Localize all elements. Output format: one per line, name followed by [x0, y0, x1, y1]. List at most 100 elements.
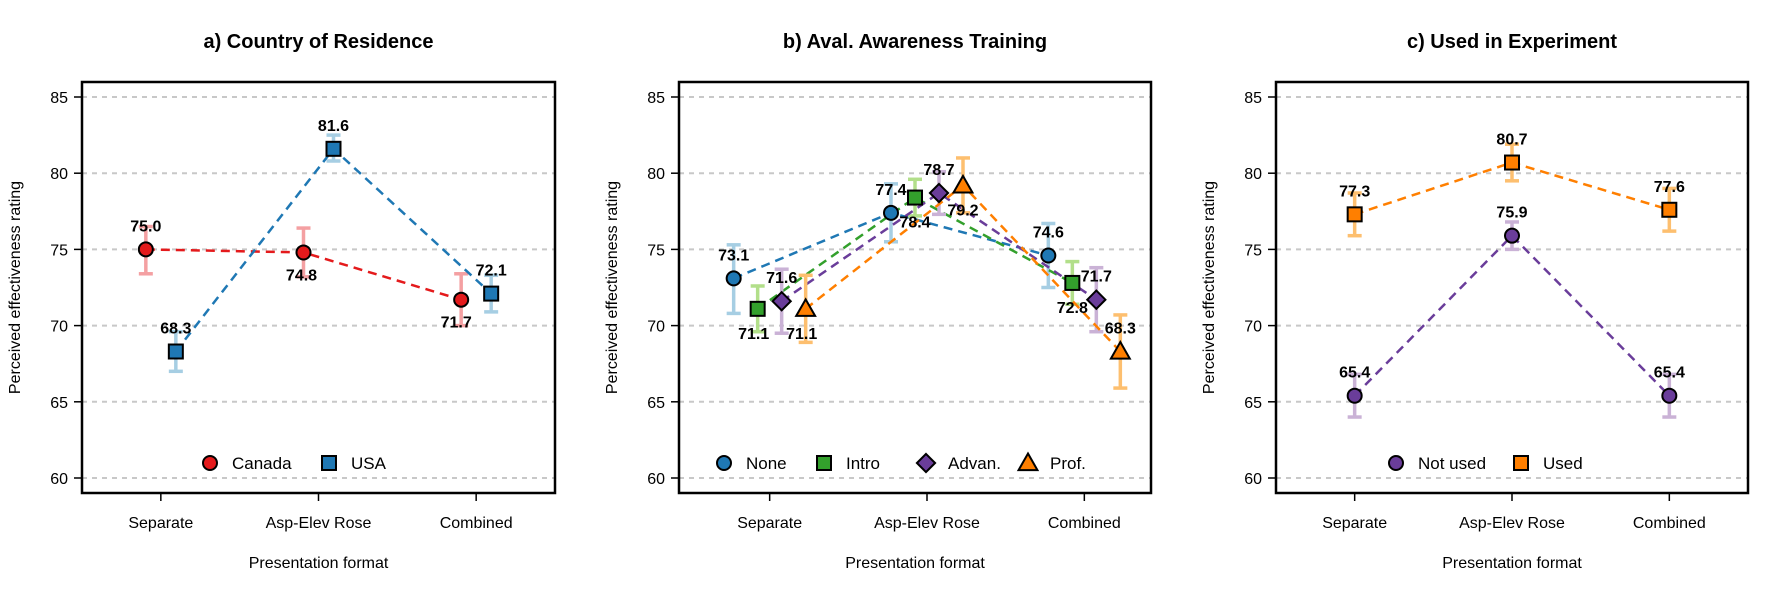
data-point: [794, 297, 817, 317]
y-axis-label: Perceived effectiveness rating: [7, 181, 24, 394]
x-tick-label: Combined: [1633, 515, 1706, 532]
y-tick-label: 70: [1244, 319, 1262, 336]
data-point: [951, 173, 975, 194]
data-label: 77.3: [1339, 183, 1370, 200]
series-line-not-used: [1353, 233, 1671, 397]
chart-panel-1: a) Country of Residence 60 65 70 75 80 85 Separ…: [7, 31, 557, 572]
series-line-advan-: [780, 191, 1098, 303]
data-point: [749, 300, 766, 317]
data-label: 80.7: [1496, 132, 1527, 149]
data-label: 71.1: [738, 326, 769, 343]
legend-marker: [915, 452, 937, 474]
legend-label: Canada: [232, 454, 292, 473]
series-line-intro: [756, 196, 1073, 310]
plot-frame: [80, 80, 557, 495]
data-label: 68.3: [1105, 321, 1136, 338]
data-label: 74.6: [1033, 224, 1064, 241]
data-point: [771, 290, 793, 312]
chart-panel-3: c) Used in Experiment 60 65 70 75 80 85 Separat…: [1201, 31, 1750, 572]
data-label: 75.9: [1496, 205, 1527, 222]
y-tick-label: 85: [50, 90, 68, 107]
data-point: [725, 270, 742, 287]
data-point: [883, 204, 899, 221]
legend-marker: [716, 455, 732, 471]
data-point: [137, 241, 154, 258]
data-point: [907, 189, 923, 206]
data-point: [1661, 387, 1678, 404]
y-tick-label: 80: [647, 166, 665, 183]
x-tick-label: Combined: [1048, 515, 1121, 532]
y-tick-label: 65: [50, 395, 68, 412]
legend-marker: [1513, 455, 1529, 471]
data-point: [1109, 340, 1132, 360]
data-point: [1504, 227, 1520, 244]
data-label: 72.1: [476, 263, 507, 280]
data-label: 71.7: [1081, 269, 1112, 286]
x-tick-label: Asp-Elev Rose: [266, 515, 372, 532]
x-tick-label: Separate: [1322, 515, 1387, 532]
y-tick-label: 80: [1244, 166, 1262, 183]
y-tick-label: 65: [1244, 395, 1262, 412]
data-label: 78.4: [899, 215, 930, 232]
data-point: [1064, 274, 1081, 291]
data-label: 78.7: [923, 162, 954, 179]
y-tick-label: 65: [647, 395, 665, 412]
y-tick-label: 75: [1244, 242, 1262, 259]
data-label: 71.1: [786, 326, 817, 343]
y-tick-label: 60: [1244, 471, 1262, 488]
y-tick-label: 60: [50, 471, 68, 488]
data-point: [167, 343, 184, 360]
data-label: 65.4: [1654, 365, 1685, 382]
data-point: [1040, 247, 1057, 264]
x-tick-label: Asp-Elev Rose: [874, 515, 980, 532]
legend-label: Not used: [1418, 454, 1486, 473]
data-label: 71.7: [441, 315, 472, 332]
plot-frame: [677, 80, 1153, 495]
y-tick-label: 80: [50, 166, 68, 183]
y-tick-label: 60: [647, 471, 665, 488]
legend-label: Prof.: [1050, 454, 1086, 473]
x-axis-label: Presentation format: [249, 555, 389, 572]
y-tick-label: 70: [647, 319, 665, 336]
y-tick-label: 75: [50, 242, 68, 259]
data-label: 68.3: [160, 321, 191, 338]
data-label: 72.8: [1057, 300, 1088, 317]
data-point: [483, 285, 500, 302]
data-point: [325, 140, 342, 157]
chart-title: c) Used in Experiment: [1407, 31, 1617, 53]
legend-marker: [321, 455, 337, 471]
data-label: 79.2: [947, 202, 978, 219]
legend-label: Advan.: [948, 454, 1001, 473]
data-label: 77.6: [1654, 179, 1685, 196]
legend-label: Intro: [846, 454, 880, 473]
legend-marker: [1016, 451, 1040, 472]
data-label: 77.4: [875, 182, 906, 199]
data-point: [928, 182, 950, 204]
data-point: [1504, 154, 1520, 171]
x-tick-label: Asp-Elev Rose: [1459, 515, 1565, 532]
chart-panel-2: b) Aval. Awareness Training 60 65 70 75 80 85 S…: [604, 31, 1153, 572]
legend-label: None: [746, 454, 787, 473]
data-label: 71.6: [766, 270, 797, 287]
chart-title: a) Country of Residence: [203, 31, 433, 53]
legend-marker: [1388, 455, 1404, 471]
y-tick-label: 85: [647, 90, 665, 107]
y-tick-label: 70: [50, 319, 68, 336]
x-tick-label: Combined: [440, 515, 513, 532]
data-point: [295, 244, 312, 261]
x-axis-label: Presentation format: [845, 555, 985, 572]
legend-marker: [202, 455, 218, 471]
data-point: [1085, 289, 1107, 311]
x-axis-label: Presentation format: [1442, 555, 1582, 572]
plot-frame: [1274, 80, 1750, 495]
legend-label: USA: [351, 454, 387, 473]
y-tick-label: 85: [1244, 90, 1262, 107]
data-point: [1346, 387, 1363, 404]
data-point: [1346, 206, 1363, 223]
y-axis-label: Perceived effectiveness rating: [604, 181, 621, 394]
legend-label: Used: [1543, 454, 1583, 473]
chart-title: b) Aval. Awareness Training: [783, 31, 1047, 53]
data-point: [1661, 201, 1678, 218]
legend-marker: [816, 455, 832, 471]
